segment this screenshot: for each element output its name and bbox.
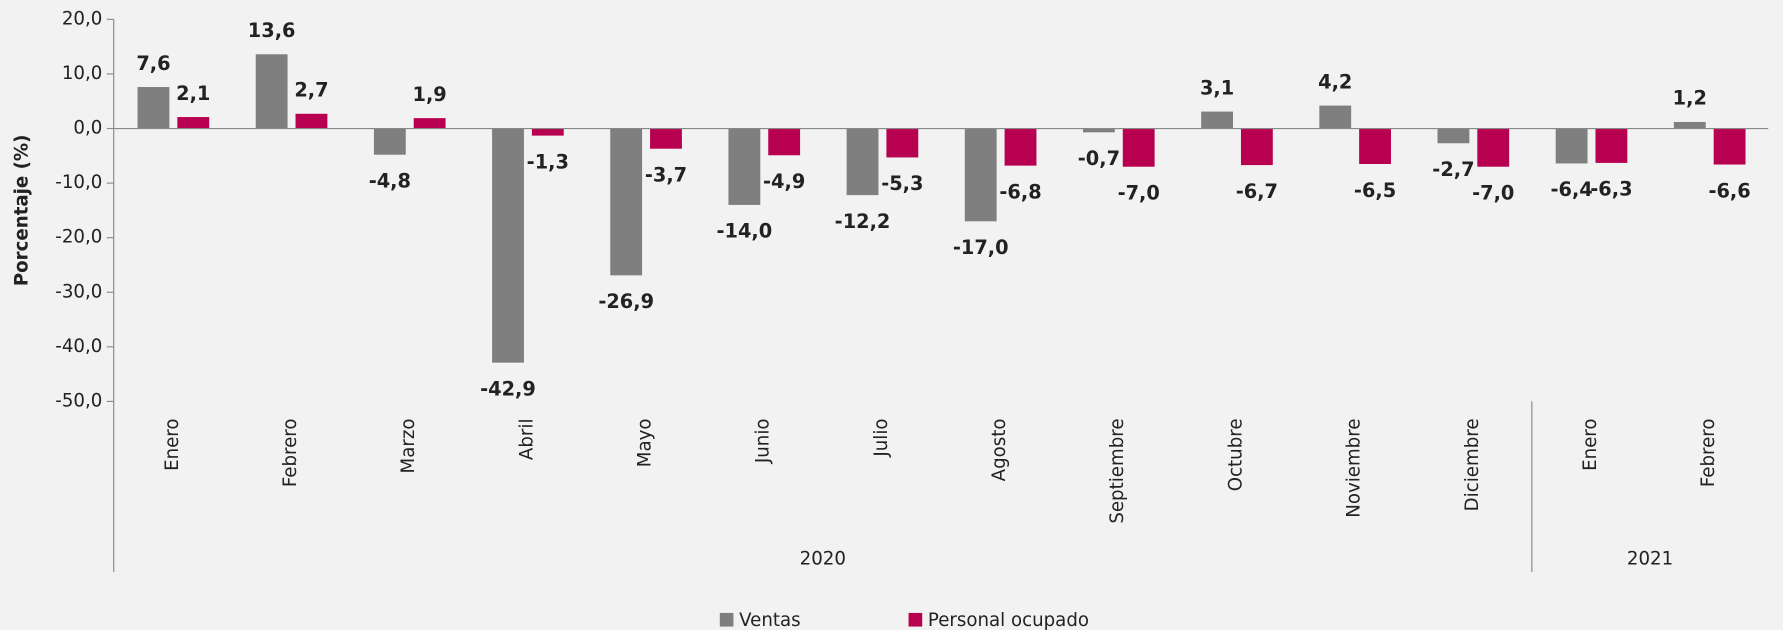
value-label: -7,0 bbox=[1118, 182, 1160, 205]
bar bbox=[886, 128, 919, 158]
y-tick-label: 0,0 bbox=[73, 118, 102, 139]
bar bbox=[295, 113, 328, 129]
value-label: -2,7 bbox=[1432, 158, 1474, 181]
y-tick-label: -40,0 bbox=[55, 336, 102, 357]
bar bbox=[846, 128, 879, 196]
x-tick-label: Febrero bbox=[280, 418, 301, 487]
bar bbox=[610, 128, 643, 276]
x-tick-label: Junio bbox=[753, 418, 774, 464]
bar bbox=[255, 54, 288, 129]
x-tick-label: Agosto bbox=[989, 418, 1010, 481]
bar bbox=[1240, 128, 1273, 166]
value-label: -1,3 bbox=[527, 150, 569, 173]
value-label: -14,0 bbox=[717, 220, 773, 243]
value-label: -17,0 bbox=[953, 236, 1009, 259]
value-label: 3,1 bbox=[1200, 76, 1234, 99]
bar bbox=[1477, 128, 1510, 167]
bar bbox=[1713, 128, 1746, 165]
x-tick-label: Diciembre bbox=[1462, 418, 1483, 511]
x-tick-label: Julio bbox=[871, 418, 892, 457]
group-label: 2021 bbox=[1627, 548, 1673, 569]
bar bbox=[1201, 111, 1234, 129]
value-label: -0,7 bbox=[1078, 147, 1120, 170]
value-label: -26,9 bbox=[598, 290, 654, 313]
value-label: 13,6 bbox=[248, 19, 296, 42]
bar bbox=[728, 128, 761, 205]
bar bbox=[1122, 128, 1155, 167]
y-tick-label: 10,0 bbox=[62, 63, 103, 84]
bar bbox=[531, 128, 564, 136]
value-label: -6,3 bbox=[1590, 178, 1632, 201]
x-tick-label: Septiembre bbox=[1107, 418, 1128, 523]
x-tick-label: Noviembre bbox=[1344, 418, 1365, 517]
x-tick-label: Febrero bbox=[1698, 418, 1719, 487]
value-label: -6,6 bbox=[1708, 179, 1750, 202]
value-label: 7,6 bbox=[136, 52, 170, 75]
value-label: -4,9 bbox=[763, 170, 805, 193]
y-tick-label: -10,0 bbox=[55, 172, 102, 193]
group-label: 2020 bbox=[800, 548, 846, 569]
bar bbox=[177, 117, 210, 129]
legend-swatch bbox=[719, 612, 734, 627]
bar bbox=[1555, 128, 1588, 164]
bar bbox=[964, 128, 997, 222]
value-label: 2,7 bbox=[294, 79, 328, 102]
value-label: -6,5 bbox=[1354, 179, 1396, 202]
x-tick-label: Marzo bbox=[398, 418, 419, 473]
value-label: -4,8 bbox=[369, 170, 411, 193]
bar bbox=[373, 128, 406, 155]
y-tick-label: -20,0 bbox=[55, 227, 102, 248]
x-tick-label: Enero bbox=[1580, 418, 1601, 470]
bar bbox=[1673, 121, 1706, 129]
value-label: -12,2 bbox=[835, 210, 891, 233]
value-label: 2,1 bbox=[176, 82, 210, 105]
legend-label: Personal ocupado bbox=[928, 610, 1089, 630]
x-tick-label: Octubre bbox=[1225, 418, 1246, 491]
x-tick-label: Enero bbox=[162, 418, 183, 470]
bar bbox=[1595, 128, 1628, 163]
value-label: -6,4 bbox=[1550, 178, 1592, 201]
bar bbox=[1082, 128, 1115, 133]
value-label: -3,7 bbox=[645, 163, 687, 186]
value-label: -42,9 bbox=[480, 377, 536, 400]
value-label: 1,9 bbox=[413, 83, 447, 106]
y-tick-label: -30,0 bbox=[55, 281, 102, 302]
bar bbox=[413, 118, 446, 129]
bar bbox=[492, 128, 524, 363]
value-label: -6,8 bbox=[999, 180, 1041, 203]
value-label: -5,3 bbox=[881, 172, 923, 195]
legend-swatch bbox=[908, 612, 923, 627]
bar bbox=[768, 128, 801, 156]
x-tick-label: Abril bbox=[516, 418, 537, 460]
bar bbox=[1437, 128, 1470, 144]
value-label: -7,0 bbox=[1472, 182, 1514, 205]
x-tick-label: Mayo bbox=[635, 418, 656, 467]
y-axis-label: Porcentaje (%) bbox=[12, 135, 33, 287]
legend-label: Ventas bbox=[739, 610, 800, 630]
value-label: 4,2 bbox=[1318, 70, 1352, 93]
bar bbox=[1004, 128, 1037, 166]
y-tick-label: -50,0 bbox=[55, 390, 102, 411]
value-label: -6,7 bbox=[1236, 180, 1278, 203]
y-tick-label: 20,0 bbox=[62, 8, 103, 29]
bar bbox=[650, 128, 682, 149]
value-label: 1,2 bbox=[1673, 87, 1707, 110]
bar bbox=[1359, 128, 1391, 164]
bar bbox=[137, 87, 170, 129]
bar bbox=[1319, 105, 1352, 129]
